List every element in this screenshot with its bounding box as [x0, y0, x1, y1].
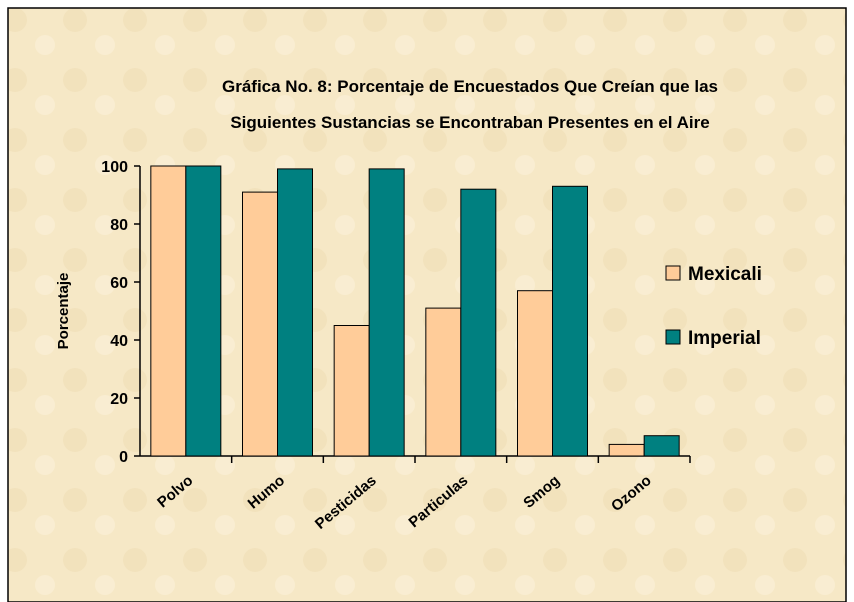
- legend-swatch: [665, 329, 681, 345]
- y-tick-label: 60: [110, 275, 128, 292]
- bar: [643, 435, 680, 457]
- chart-title: Gráfica No. 8: Porcentaje de Encuestados…: [222, 77, 718, 96]
- bar: [368, 168, 405, 457]
- bar: [552, 185, 588, 457]
- y-tick-label: 80: [110, 217, 128, 234]
- y-tick-label: 40: [110, 333, 128, 350]
- bar: [517, 290, 553, 457]
- bar: [185, 165, 222, 457]
- legend-swatch: [665, 265, 681, 281]
- bar: [608, 443, 645, 457]
- chart-area: [7, 7, 847, 602]
- bar: [333, 325, 370, 457]
- bar: [277, 168, 313, 457]
- legend-label: Mexicali: [688, 264, 762, 285]
- bar: [425, 307, 462, 457]
- bar: [150, 165, 187, 457]
- y-tick-label: 0: [119, 449, 128, 466]
- bar: [242, 191, 278, 457]
- y-tick-label: 100: [101, 159, 128, 176]
- chart-title: Siguientes Sustancias se Encontraban Pre…: [230, 113, 709, 132]
- y-axis-label: Porcentaje: [55, 273, 72, 350]
- y-tick-label: 20: [110, 391, 128, 408]
- legend-label: Imperial: [688, 328, 761, 349]
- bar: [460, 188, 497, 457]
